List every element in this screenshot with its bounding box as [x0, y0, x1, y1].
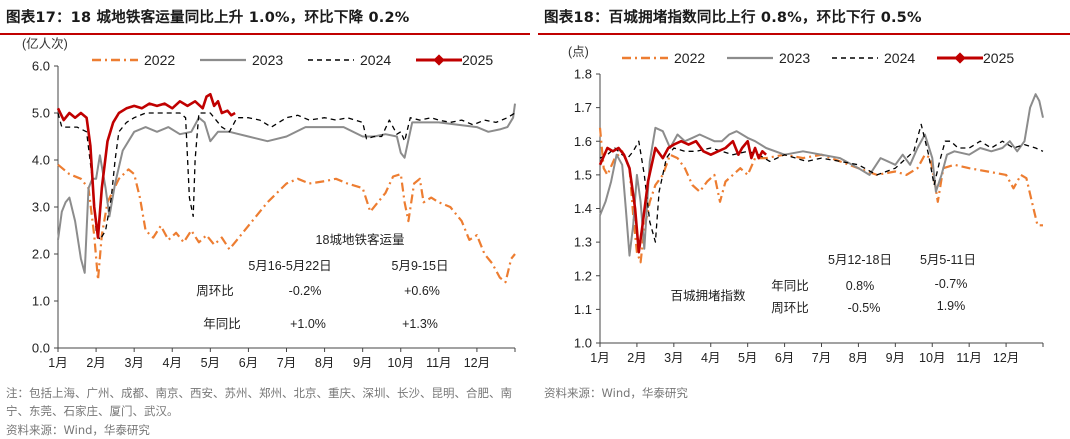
x-tick-label: 2月 — [627, 351, 646, 365]
axes: 1.0 1.1 1.2 1.3 1.4 1.5 1.6 1.7 1.8 1月 2月 3月 4月 5月 6月 7… — [574, 67, 1044, 365]
legend-label-2023: 2023 — [252, 52, 283, 68]
series-2022-line — [57, 163, 516, 284]
source-text: 资料来源：Wind，华泰研究 — [544, 386, 688, 400]
summary-table: 18城地铁客运量 5月16-5月22日 5月9-15日 周环比 -0.2% +0… — [196, 232, 448, 331]
legend-marker-2025 — [433, 54, 445, 66]
legend-label-2024: 2024 — [884, 50, 915, 66]
title-divider — [0, 33, 530, 35]
legend-label-2025: 2025 — [983, 50, 1014, 66]
x-tick-label: 12月 — [993, 351, 1019, 365]
x-tick-label: 4月 — [163, 356, 182, 370]
x-tick-label: 10月 — [388, 356, 414, 370]
legend-label-2022: 2022 — [674, 50, 705, 66]
y-axis-label: (亿人次) — [22, 36, 68, 51]
figure-title: 图表18：百城拥堵指数同比上行 0.8%，环比下行 0.5% — [544, 10, 922, 26]
y-tick-label: 1.6 — [574, 134, 592, 149]
series-layer — [598, 93, 1044, 264]
legend-label-2022: 2022 — [144, 52, 175, 68]
source-text: 资料来源：Wind，华泰研究 — [6, 423, 150, 437]
table-col2-header: 5月9-15日 — [392, 259, 449, 273]
legend: 2022 2023 2024 2025 — [622, 50, 1014, 66]
x-tick-label: 3月 — [664, 351, 683, 365]
series-2023-line — [599, 93, 1044, 257]
title-divider — [538, 33, 1070, 35]
x-tick-label: 4月 — [701, 351, 720, 365]
x-tick-label: 3月 — [124, 356, 143, 370]
y-tick-label: 5.0 — [32, 106, 50, 121]
table-title: 百城拥堵指数 — [670, 288, 746, 303]
y-tick-label: 1.0 — [574, 336, 592, 351]
series-layer — [56, 92, 516, 284]
table-cell: +1.3% — [402, 317, 438, 331]
x-tick-label: 7月 — [277, 356, 296, 370]
x-tick-label: 1月 — [590, 351, 609, 365]
axes: 0.0 1.0 2.0 3.0 4.0 5.0 6.0 1月 2月 3月 4月 5月 6月 7月 8月 9月 1… — [32, 59, 516, 370]
x-tick-label: 10月 — [919, 351, 945, 365]
legend-marker-2025 — [954, 52, 966, 64]
panel-congestion-index: 图表18：百城拥堵指数同比上行 0.8%，环比下行 0.5% (点) 1.0 1.… — [538, 0, 1070, 438]
table-cell: 0.8% — [846, 279, 875, 293]
x-tick-label: 6月 — [775, 351, 794, 365]
y-tick-label: 1.5 — [574, 167, 592, 182]
table-cell: -0.2% — [289, 284, 322, 298]
legend-label-2025: 2025 — [462, 52, 493, 68]
table-col1-header: 5月12-18日 — [828, 253, 892, 267]
table-col1-header: 5月16-5月22日 — [248, 259, 331, 273]
table-row-label: 周环比 — [771, 301, 809, 315]
y-tick-label: 1.2 — [574, 268, 592, 283]
y-tick-label: 1.3 — [574, 235, 592, 250]
x-tick-label: 7月 — [812, 351, 831, 365]
x-tick-label: 9月 — [886, 351, 905, 365]
table-row-label: 年同比 — [203, 317, 241, 331]
series-2025-line — [56, 92, 236, 239]
table-row-label: 周环比 — [196, 284, 234, 298]
summary-table: 5月12-18日 5月5-11日 百城拥堵指数 年同比 0.8% -0.7% 周… — [670, 253, 976, 315]
y-axis-label: (点) — [568, 45, 589, 59]
y-tick-label: 1.1 — [574, 302, 592, 317]
chart-note: 注：包括上海、广州、成都、南京、西安、苏州、郑州、北京、重庆、深圳、长沙、昆明、… — [6, 386, 512, 418]
y-tick-label: 1.8 — [574, 67, 592, 82]
y-tick-label: 3.0 — [32, 200, 50, 215]
legend-label-2023: 2023 — [779, 50, 810, 66]
table-cell: +0.6% — [404, 284, 440, 298]
x-tick-label: 8月 — [315, 356, 334, 370]
y-tick-label: 2.0 — [32, 247, 50, 262]
panel-metro-ridership: 图表17：18 城地铁客运量同比上升 1.0%，环比下降 0.2% (亿人次) … — [0, 0, 530, 438]
x-tick-label: 8月 — [849, 351, 868, 365]
series-2025-line — [598, 139, 767, 254]
x-tick-label: 6月 — [239, 356, 258, 370]
table-title: 18城地铁客运量 — [316, 232, 405, 247]
x-tick-label: 5月 — [738, 351, 757, 365]
legend-label-2024: 2024 — [360, 52, 391, 68]
y-tick-label: 0.0 — [32, 341, 50, 356]
series-2022-line — [598, 127, 1043, 264]
y-tick-label: 6.0 — [32, 59, 50, 74]
metro-ridership-chart: (亿人次) 0.0 1.0 2.0 3.0 4.0 5.0 6.0 1月 2月 3月 4月 5月 6月 7… — [22, 36, 516, 370]
table-cell: -0.5% — [848, 301, 881, 315]
x-tick-label: 5月 — [201, 356, 220, 370]
series-2024-line — [57, 112, 516, 241]
y-tick-label: 1.4 — [574, 201, 592, 216]
legend: 2022 2023 2024 2025 — [92, 52, 493, 68]
y-tick-label: 4.0 — [32, 153, 50, 168]
series-2023-line — [57, 103, 516, 274]
x-tick-label: 11月 — [956, 351, 981, 365]
table-cell: -0.7% — [935, 277, 968, 291]
y-tick-label: 1.0 — [32, 294, 50, 309]
x-tick-label: 12月 — [464, 356, 490, 370]
figure-title: 图表17：18 城地铁客运量同比上升 1.0%，环比下降 0.2% — [6, 10, 410, 26]
table-cell: 1.9% — [937, 299, 966, 313]
x-tick-label: 11月 — [426, 356, 451, 370]
x-tick-label: 9月 — [353, 356, 372, 370]
table-row-label: 年同比 — [771, 279, 809, 293]
x-tick-label: 2月 — [86, 356, 105, 370]
x-tick-label: 1月 — [48, 356, 67, 370]
congestion-index-chart: (点) 1.0 1.1 1.2 1.3 1.4 1.5 1.6 1.7 1.8 1月 2月 3月 4月 5… — [568, 45, 1044, 365]
table-col2-header: 5月5-11日 — [920, 253, 976, 267]
table-cell: +1.0% — [290, 317, 326, 331]
y-tick-label: 1.7 — [574, 100, 592, 115]
